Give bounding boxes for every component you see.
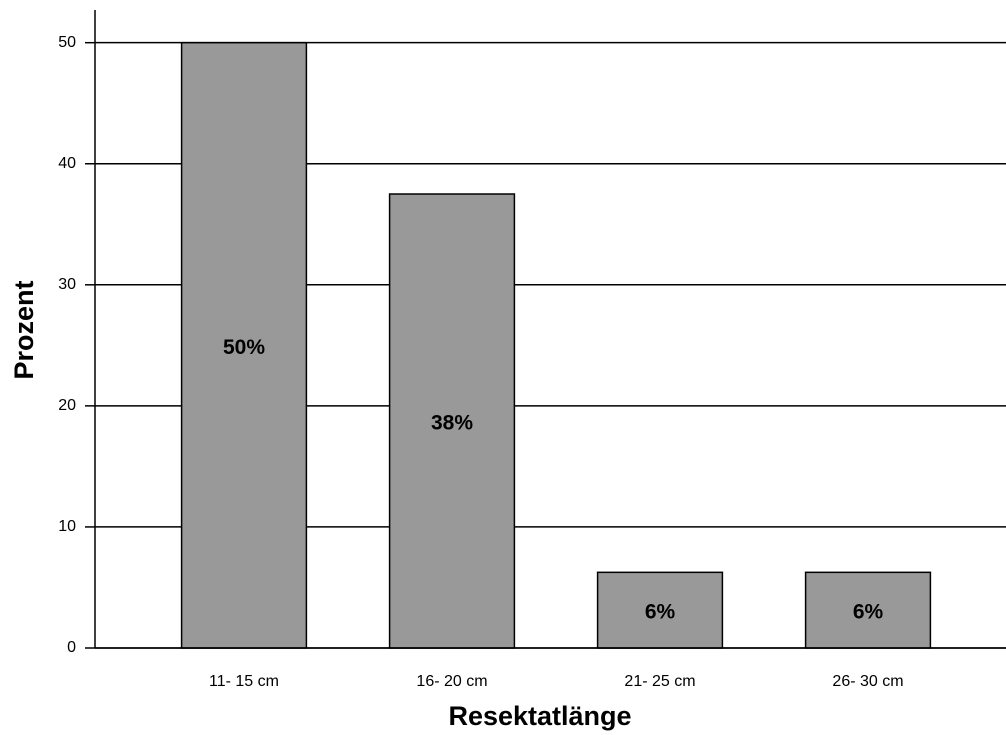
value-label: 50% [223, 336, 265, 359]
value-label: 6% [645, 601, 676, 624]
x-tick-label: 26- 30 cm [832, 673, 903, 690]
value-label: 38% [431, 412, 473, 435]
y-axis-title: Prozent [9, 280, 39, 379]
x-tick-label: 11- 15 cm [209, 673, 279, 690]
y-tick-label: 20 [58, 397, 76, 414]
bar [388, 193, 516, 649]
x-tick-label: 16- 20 cm [416, 673, 487, 690]
x-tick-label: 21- 25 cm [624, 673, 695, 690]
value-label: 6% [853, 601, 884, 624]
bar [804, 571, 932, 649]
y-tick-label: 50 [58, 34, 76, 51]
x-axis-title: Resektatlänge [448, 701, 631, 731]
bar [596, 571, 724, 649]
y-tick-label: 40 [58, 155, 76, 172]
y-tick-label: 30 [58, 276, 76, 293]
bar [180, 41, 308, 649]
y-tick-label: 0 [67, 639, 76, 656]
y-tick-label: 10 [58, 518, 76, 535]
